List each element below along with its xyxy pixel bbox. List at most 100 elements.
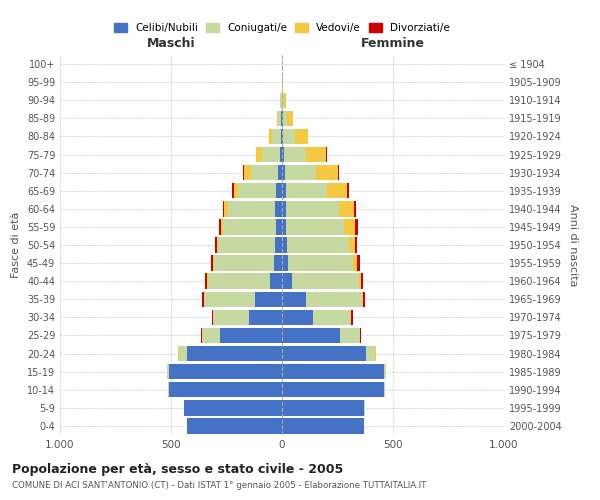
Bar xyxy=(361,274,364,289)
Bar xyxy=(179,346,187,362)
Bar xyxy=(283,110,287,126)
Bar xyxy=(232,183,233,198)
Bar xyxy=(269,128,272,144)
Bar xyxy=(218,238,275,252)
Bar xyxy=(357,256,360,271)
Legend: Celibi/Nubili, Coniugati/e, Vedovi/e, Divorziati/e: Celibi/Nubili, Coniugati/e, Vedovi/e, Di… xyxy=(110,18,454,37)
Bar xyxy=(270,274,282,289)
Bar xyxy=(384,364,386,380)
Bar xyxy=(355,238,357,252)
Bar xyxy=(288,256,353,271)
Bar xyxy=(256,292,282,307)
Bar xyxy=(233,183,238,198)
Bar xyxy=(363,292,365,307)
Bar xyxy=(274,256,282,271)
Bar xyxy=(220,328,282,343)
Bar xyxy=(187,346,282,362)
Bar xyxy=(282,238,287,252)
Bar xyxy=(223,219,276,234)
Bar xyxy=(287,238,349,252)
Bar xyxy=(352,310,353,325)
Bar xyxy=(213,256,214,271)
Bar xyxy=(280,92,281,108)
Bar xyxy=(326,147,327,162)
Bar xyxy=(367,346,375,362)
Bar xyxy=(204,292,256,307)
Bar xyxy=(281,110,282,126)
Bar xyxy=(214,256,274,271)
Bar xyxy=(275,201,282,216)
Bar xyxy=(187,418,282,434)
Bar xyxy=(282,219,286,234)
Bar xyxy=(353,256,357,271)
Bar xyxy=(244,165,251,180)
Bar xyxy=(201,328,202,343)
Bar xyxy=(249,310,282,325)
Bar xyxy=(202,328,220,343)
Bar xyxy=(275,238,282,252)
Text: Popolazione per età, sesso e stato civile - 2005: Popolazione per età, sesso e stato civil… xyxy=(12,462,343,475)
Bar xyxy=(284,147,306,162)
Bar xyxy=(282,256,288,271)
Bar xyxy=(243,165,244,180)
Bar xyxy=(327,183,347,198)
Bar xyxy=(282,400,364,415)
Bar xyxy=(282,147,284,162)
Bar xyxy=(207,274,208,289)
Bar xyxy=(184,400,282,415)
Bar xyxy=(313,310,351,325)
Bar xyxy=(360,328,361,343)
Text: Maschi: Maschi xyxy=(146,36,196,50)
Bar xyxy=(306,147,326,162)
Bar xyxy=(340,328,360,343)
Bar xyxy=(224,201,227,216)
Bar xyxy=(359,274,361,289)
Bar xyxy=(280,147,282,162)
Bar xyxy=(276,219,282,234)
Bar xyxy=(347,183,349,198)
Bar xyxy=(208,274,270,289)
Bar xyxy=(212,310,213,325)
Bar xyxy=(354,201,356,216)
Bar xyxy=(218,219,221,234)
Bar xyxy=(282,183,286,198)
Bar xyxy=(355,219,358,234)
Bar xyxy=(307,292,362,307)
Bar xyxy=(223,201,224,216)
Bar xyxy=(217,238,218,252)
Bar xyxy=(295,128,308,144)
Bar xyxy=(262,147,280,162)
Bar xyxy=(221,219,223,234)
Bar xyxy=(286,201,338,216)
Bar xyxy=(284,92,286,108)
Bar xyxy=(169,382,282,398)
Bar xyxy=(202,292,203,307)
Bar xyxy=(205,274,207,289)
Bar xyxy=(283,128,295,144)
Bar xyxy=(362,292,363,307)
Bar xyxy=(227,201,275,216)
Bar xyxy=(344,219,355,234)
Bar xyxy=(278,165,282,180)
Bar xyxy=(238,183,276,198)
Bar xyxy=(316,165,338,180)
Bar xyxy=(251,165,278,180)
Bar xyxy=(169,364,282,380)
Bar xyxy=(282,364,384,380)
Bar xyxy=(282,310,313,325)
Y-axis label: Anni di nascita: Anni di nascita xyxy=(568,204,578,286)
Bar xyxy=(213,310,249,325)
Bar xyxy=(282,201,286,216)
Bar xyxy=(283,92,284,108)
Bar xyxy=(282,165,284,180)
Bar xyxy=(282,128,283,144)
Bar xyxy=(351,310,352,325)
Bar xyxy=(282,110,283,126)
Bar xyxy=(286,183,327,198)
Bar xyxy=(282,346,367,362)
Bar xyxy=(277,110,278,126)
Bar xyxy=(287,110,293,126)
Bar xyxy=(292,274,359,289)
Bar xyxy=(282,382,384,398)
Bar xyxy=(281,128,282,144)
